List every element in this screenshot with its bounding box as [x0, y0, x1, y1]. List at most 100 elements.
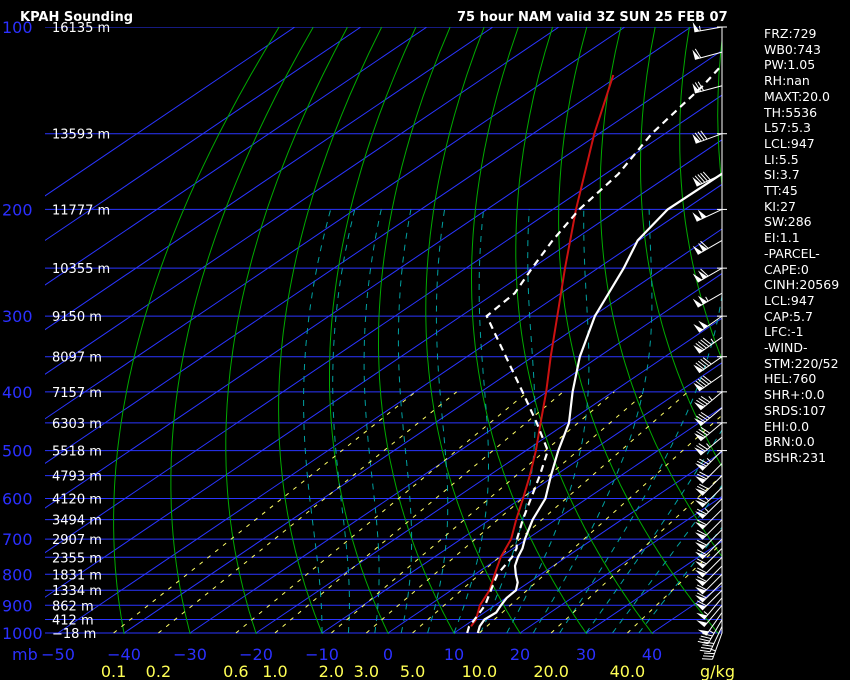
isotherm-line	[387, 406, 722, 634]
moist-adiabat	[363, 209, 382, 634]
wind-barb	[692, 81, 723, 94]
barb-full	[697, 81, 705, 91]
mixing-ratio-line	[365, 391, 647, 634]
barb-staff	[701, 498, 723, 519]
barb-full	[694, 48, 702, 59]
barb-full	[699, 483, 709, 490]
mixing-ratio-tick-label: 0.1	[101, 662, 126, 680]
model-run-title: 75 hour NAM valid 3Z SUN 25 FEB 07	[457, 10, 728, 25]
wind-barb	[695, 582, 723, 603]
barb-full	[697, 378, 707, 387]
barb-full	[700, 240, 709, 249]
mixing-ratio-unit-label: g/kg	[700, 662, 735, 680]
barb-flag	[692, 245, 703, 255]
barb-flag	[695, 578, 706, 586]
barb-staff	[703, 597, 723, 620]
wind-barb	[693, 315, 723, 333]
barb-full	[700, 130, 708, 140]
barb-staff	[701, 548, 723, 569]
wind-barb	[695, 519, 723, 540]
dewpoint-trace	[466, 63, 722, 634]
barb-staff	[694, 85, 723, 94]
pressure-tick-label: 600	[2, 490, 33, 509]
pressure-unit-label: mb	[12, 645, 38, 664]
index-line: CAP:5.7	[764, 308, 813, 324]
isotherm-line	[45, 27, 428, 286]
wind-barb	[695, 463, 723, 484]
barb-full	[697, 576, 707, 582]
index-line: EI:1.1	[764, 230, 800, 246]
barb-full	[697, 529, 707, 536]
isotherm-line	[45, 27, 494, 331]
index-line: MAXT:20.0	[764, 88, 830, 104]
wind-barb	[692, 130, 723, 144]
pressure-tick-label: 200	[2, 200, 33, 219]
wind-barb	[695, 508, 723, 530]
wind-barb	[693, 374, 723, 392]
mixing-ratio-tick-label: 20.0	[533, 662, 569, 680]
pressure-tick-label: 300	[2, 307, 33, 326]
barb-flag	[692, 298, 703, 308]
dry-adiabat	[470, 27, 588, 634]
wind-barb	[695, 498, 723, 519]
barb-full	[700, 395, 711, 403]
temperature-tick-label: −20	[239, 645, 273, 664]
dry-adiabat	[378, 27, 456, 634]
height-label: 8097 m	[52, 351, 102, 366]
barb-full	[697, 174, 706, 183]
isotherm-line	[45, 49, 722, 509]
barb-flag	[695, 532, 706, 540]
index-line: STM:220/52	[764, 355, 839, 371]
barb-flag	[695, 542, 706, 550]
height-label: 2355 m	[52, 551, 102, 566]
wind-barb	[694, 407, 723, 427]
barb-full	[698, 428, 708, 436]
barb-full	[697, 539, 707, 546]
barb-half	[710, 338, 715, 344]
barb-full	[697, 473, 707, 480]
barb-half	[706, 443, 711, 448]
barb-half	[705, 296, 709, 302]
pressure-tick-label: 100	[2, 18, 33, 37]
pressure-tick-label: 800	[2, 565, 33, 584]
barb-full	[694, 132, 702, 142]
barb-flag	[692, 83, 700, 93]
barb-full	[699, 458, 709, 465]
index-line: FRZ:729	[764, 26, 817, 41]
barb-staff	[709, 626, 723, 652]
isotherm-line	[45, 139, 722, 598]
barb-full	[694, 82, 702, 92]
mixing-ratio-tick-label: 1.0	[262, 662, 287, 680]
barb-full	[694, 175, 703, 184]
height-label: 862 m	[52, 599, 94, 614]
isotherm-line	[453, 451, 722, 634]
temperature-tick-label: −30	[173, 645, 207, 664]
barb-full	[697, 460, 707, 467]
isotherm-line	[321, 362, 722, 634]
barb-full	[702, 375, 712, 383]
barb-full	[695, 380, 705, 388]
barb-flag	[697, 270, 708, 280]
barb-staff	[696, 208, 723, 222]
mixing-ratio-tick-label: 10.0	[462, 662, 498, 680]
index-line: -PARCEL-	[764, 245, 820, 261]
index-line: SI:3.7	[764, 167, 800, 183]
moist-adiabat	[427, 209, 449, 634]
temperature-trace	[476, 172, 722, 634]
barb-full	[700, 377, 710, 385]
mixing-ratio-tick-label: 40.0	[610, 662, 646, 680]
wind-barb	[695, 556, 723, 578]
wind-barbs	[692, 22, 727, 660]
barb-full	[701, 646, 712, 650]
barb-full	[698, 443, 708, 450]
barb-full	[697, 600, 707, 607]
barb-full	[697, 131, 705, 141]
isotherm-line	[45, 27, 692, 465]
wind-barb	[697, 612, 723, 636]
height-label: 16135 m	[52, 21, 110, 36]
barb-flag	[695, 595, 706, 603]
barb-flag	[694, 402, 705, 410]
wind-barb	[695, 548, 723, 569]
index-line: RH:nan	[764, 73, 810, 89]
height-label: 6303 m	[52, 417, 102, 432]
